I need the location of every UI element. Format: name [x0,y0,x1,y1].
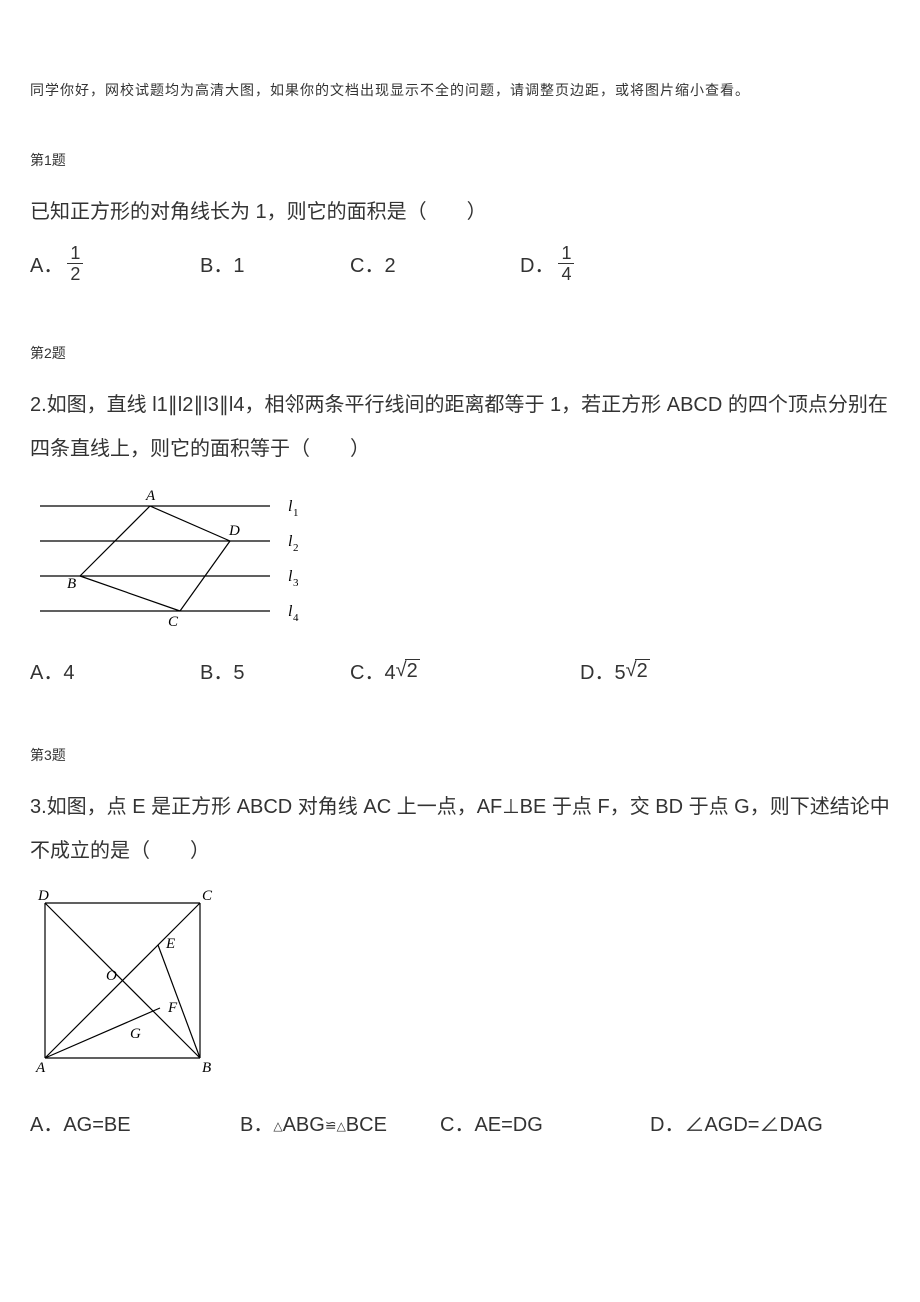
q1-a-label: A． [30,249,63,278]
q2-c-label: C．4 [350,656,396,685]
intro-text: 同学你好，网校试题均为高清大图，如果你的文档出现显示不全的问题，请调整页边距，或… [30,80,890,100]
q2-figure: ADBCl1l2l3l4 [30,486,890,641]
svg-text:C: C [168,614,179,630]
q3-b-tri2: BCE [346,1114,387,1136]
q2-option-d: D．5 √ 2 [580,656,650,685]
q3-figure: D C A B E O F G [30,888,890,1083]
parallel-lines-diagram: ADBCl1l2l3l4 [30,486,320,636]
q1-d-label: D． [520,249,554,278]
q1-a-denominator: 2 [67,263,83,283]
q2-option-a: A．4 [30,656,200,685]
q3-number: 第3题 [30,745,890,765]
q1-options: A． 1 2 B．1 C．2 D． 1 4 [30,244,890,283]
svg-text:A: A [35,1060,46,1076]
q3-text: 3.如图，点 E 是正方形 ABCD 对角线 AC 上一点，AF⊥BE 于点 F… [30,785,890,873]
svg-text:B: B [67,576,76,592]
q2-c-radicand: 2 [405,659,420,683]
q2-options: A．4 B．5 C．4 √ 2 D．5 √ 2 [30,656,890,685]
svg-text:A: A [145,488,156,504]
q1-option-a: A． 1 2 [30,244,200,283]
svg-text:1: 1 [293,507,299,519]
q1-d-numerator: 1 [558,244,574,263]
triangle-icon: △ [273,1119,282,1133]
fraction-icon: 1 4 [558,244,574,283]
svg-text:E: E [165,936,175,952]
sqrt-icon: √ 2 [626,659,650,683]
fraction-icon: 1 2 [67,244,83,283]
q3-option-a: A．AG=BE [30,1108,240,1137]
q1-a-numerator: 1 [67,244,83,263]
q2-number: 第2题 [30,343,890,363]
q1-text: 已知正方形的对角线长为 1，则它的面积是（ ） [30,190,890,234]
q3-options: A．AG=BE B．△ABG≌△BCE C．AE=DG D．∠AGD=∠DAG [30,1108,890,1137]
q3-option-d: D．∠AGD=∠DAG [650,1108,823,1137]
triangle-icon: △ [337,1119,346,1133]
q2-option-b: B．5 [200,656,350,685]
svg-text:B: B [202,1060,211,1076]
svg-text:F: F [167,1000,178,1016]
congruent-icon: ≌ [325,1117,337,1133]
q1-option-c: C．2 [350,249,520,278]
q3-option-c: C．AE=DG [440,1108,650,1137]
q1-option-b: B．1 [200,249,350,278]
svg-text:G: G [130,1026,141,1042]
svg-text:C: C [202,888,213,904]
question-1: 第1题 已知正方形的对角线长为 1，则它的面积是（ ） A． 1 2 B．1 C… [30,150,890,283]
q3-option-b: B．△ABG≌△BCE [240,1108,440,1137]
svg-text:O: O [106,968,117,984]
q2-text: 2.如图，直线 l1∥l2∥l3∥l4，相邻两条平行线间的距离都等于 1，若正方… [30,383,890,471]
svg-text:3: 3 [293,577,299,589]
svg-text:D: D [37,888,49,904]
svg-text:D: D [228,523,240,539]
q1-number: 第1题 [30,150,890,170]
q3-b-tri1: ABG [283,1114,325,1136]
sqrt-icon: √ 2 [396,659,420,683]
q1-d-denominator: 4 [558,263,574,283]
question-2: 第2题 2.如图，直线 l1∥l2∥l3∥l4，相邻两条平行线间的距离都等于 1… [30,343,890,685]
q3-b-prefix: B． [240,1114,273,1136]
question-3: 第3题 3.如图，点 E 是正方形 ABCD 对角线 AC 上一点，AF⊥BE … [30,745,890,1137]
q2-d-radicand: 2 [635,659,650,683]
square-diagonal-diagram: D C A B E O F G [30,888,220,1078]
svg-text:4: 4 [293,612,299,624]
q1-option-d: D． 1 4 [520,244,574,283]
svg-text:2: 2 [293,542,299,554]
q2-d-label: D．5 [580,656,626,685]
q2-option-c: C．4 √ 2 [350,656,520,685]
